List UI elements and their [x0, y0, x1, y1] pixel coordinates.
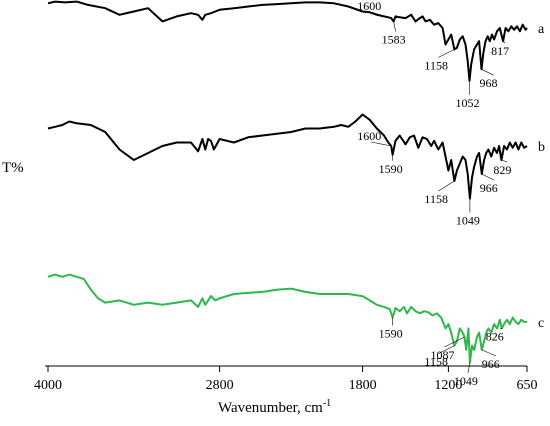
series-label-b: b [538, 140, 545, 155]
peak-leader-a-1600 [371, 11, 392, 19]
peak-leader-a-1583 [393, 21, 396, 32]
y-axis-title: T% [2, 160, 24, 176]
peak-leader-c-1087 [444, 336, 465, 348]
peak-label-c-1087: 1087 [431, 348, 455, 362]
x-tick-label-2800: 2800 [206, 378, 234, 393]
x-axis-title: Wavenumber, cm-1 [218, 398, 331, 416]
x-tick-label-4000: 4000 [34, 378, 62, 393]
peak-label-b-966: 966 [480, 181, 498, 195]
series-labels: a b c [538, 22, 545, 331]
peak-leader-a-1158 [438, 49, 455, 58]
peak-label-a-1158: 1158 [424, 58, 448, 72]
peak-leader-c-1158 [438, 345, 455, 354]
x-axis-ticks: 4000 2800 1800 1200 650 [34, 366, 538, 393]
peak-label-b-1590: 1590 [379, 162, 403, 176]
peak-label-c-1590: 1590 [379, 327, 403, 341]
x-tick-label-1800: 1800 [349, 378, 377, 393]
peak-label-c-826: 826 [486, 329, 504, 343]
peak-label-b-1158: 1158 [424, 192, 448, 206]
peak-leader-b-966 [481, 173, 494, 181]
series-layer [47, 0, 528, 364]
peak-label-b-829: 829 [493, 163, 511, 177]
x-axis-title-superscript: -1 [323, 398, 331, 409]
series-line-c [47, 273, 527, 364]
series-label-a: a [538, 22, 545, 37]
peak-label-a-968: 968 [480, 76, 498, 90]
series-line-b [47, 113, 528, 200]
peak-leader-c-966 [481, 349, 496, 357]
peak-label-c-1158: 1158 [424, 355, 448, 369]
peak-label-a-1583: 1583 [382, 32, 406, 46]
peak-label-a-1600: 1600 [357, 0, 381, 13]
peak-leader-a-817 [502, 40, 506, 44]
x-axis-title-text: Wavenumber, cm [218, 400, 323, 416]
series-label-c: c [538, 316, 544, 331]
peak-label-a-817: 817 [491, 44, 509, 58]
series-line-a [47, 0, 528, 82]
peak-leader-b-1600 [371, 141, 392, 147]
peak-leader-c-1049 [467, 362, 471, 373]
x-tick-label-650: 650 [517, 378, 538, 393]
peak-label-c-966: 966 [482, 357, 500, 371]
peak-leader-b-1158 [438, 180, 455, 192]
x-tick-label-1200: 1200 [434, 378, 462, 393]
peak-label-b-1600: 1600 [357, 129, 381, 143]
peak-label-a-1052: 1052 [456, 96, 480, 110]
peak-label-b-1049: 1049 [456, 214, 480, 228]
peak-leader-a-968 [481, 68, 494, 76]
peak-leader-b-829 [501, 159, 508, 163]
peak-label-c-1049: 1049 [454, 374, 478, 388]
